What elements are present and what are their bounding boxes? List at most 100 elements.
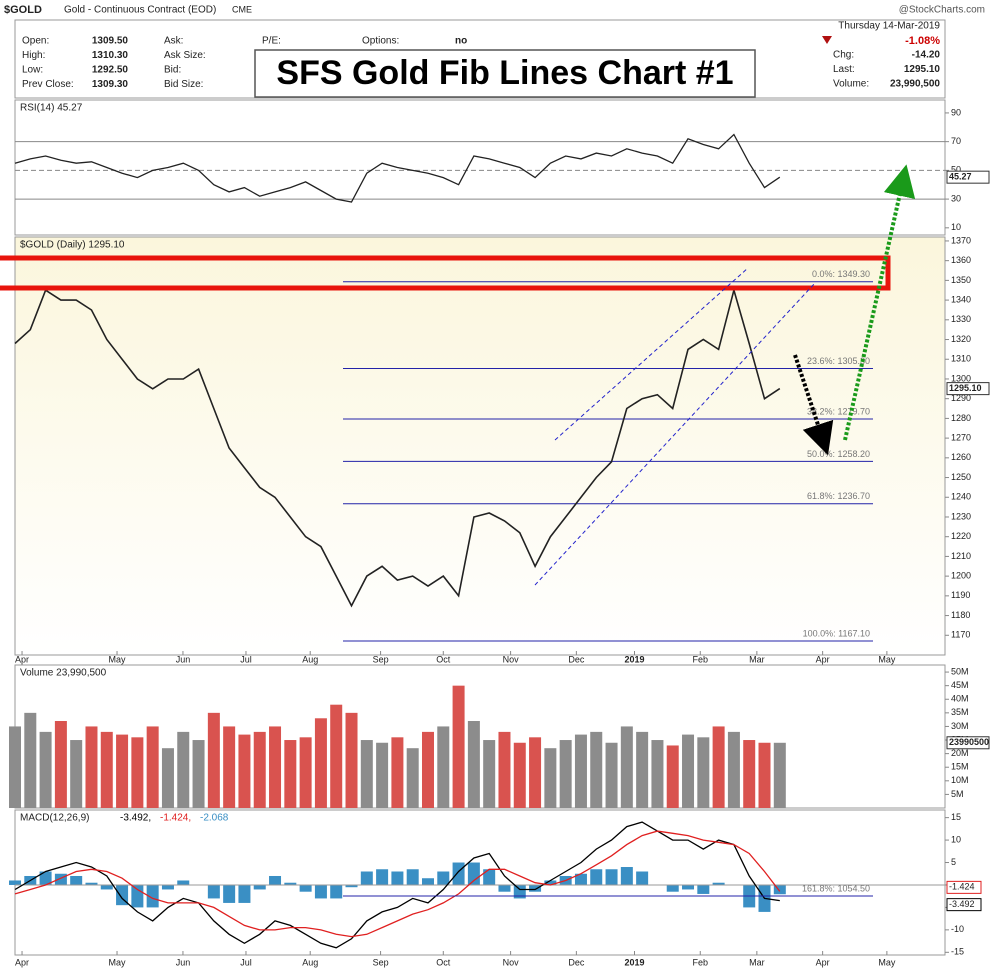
legend-value: -2.068 <box>200 813 229 824</box>
price-tag: 1295.10 <box>949 383 982 393</box>
quote-value: 1309.50 <box>92 36 129 47</box>
panel-title: Volume 23,990,500 <box>20 668 107 679</box>
x-tick-label: Oct <box>436 654 451 664</box>
x-tick-label: Mar <box>749 957 765 967</box>
volume-bar <box>467 721 480 808</box>
y-tick-label: 1170 <box>951 630 970 640</box>
y-tick-label: 1300 <box>951 373 971 383</box>
change-pct: -1.08% <box>905 35 940 47</box>
volume-bar <box>161 748 174 808</box>
fib-label: 23.6%: 1305.30 <box>807 356 870 366</box>
volume-bar <box>39 731 52 808</box>
fib-label: 50.0%: 1258.20 <box>807 449 870 459</box>
x-tick-label: Apr <box>15 957 29 967</box>
channel-line <box>534 282 816 586</box>
price-tag: 45.27 <box>949 172 972 182</box>
y-tick-label: 1290 <box>951 393 971 403</box>
y-tick-label: 40M <box>951 694 969 704</box>
x-tick-label: May <box>109 957 127 967</box>
volume-bar <box>727 731 740 808</box>
x-tick-label: 2019 <box>624 654 644 664</box>
volume-bar <box>207 712 220 808</box>
histogram-bar <box>207 884 220 899</box>
histogram-bar <box>590 869 603 885</box>
volume-bar <box>697 737 710 808</box>
book-label: Ask: <box>164 36 183 47</box>
histogram-bar <box>70 875 83 885</box>
y-tick-label: 10M <box>951 775 969 785</box>
y-tick-label: 50M <box>951 666 969 676</box>
x-tick-label: May <box>109 654 127 664</box>
y-tick-label: 1330 <box>951 314 971 324</box>
quote-label: Low: <box>22 65 43 76</box>
macd-tag-box <box>946 880 982 894</box>
x-tick-label: Aug <box>302 654 318 664</box>
volume-bar <box>376 742 389 808</box>
description: Gold - Continuous Contract (EOD) <box>64 5 216 16</box>
x-tick-label: Nov <box>503 957 520 967</box>
y-tick-label: 1230 <box>951 511 971 521</box>
volume-bar <box>100 731 113 808</box>
histogram-bar <box>773 884 786 895</box>
y-tick-label: -10 <box>951 924 964 934</box>
histogram-bar <box>574 873 587 885</box>
histogram-bar <box>299 884 312 892</box>
y-tick-label: 1280 <box>951 413 971 423</box>
series-line <box>14 830 781 938</box>
x-tick-label: Jul <box>240 654 252 664</box>
price-tag-box <box>946 736 990 750</box>
x-tick-label: Oct <box>436 957 451 967</box>
histogram-bar <box>238 884 251 903</box>
volume-bar <box>666 745 679 808</box>
histogram-bar <box>529 884 542 892</box>
volume-bar <box>253 731 266 808</box>
y-tick-label: 20M <box>951 748 969 758</box>
histogram-bar <box>314 884 327 899</box>
legend-value: -3.492, <box>120 813 151 824</box>
symbol: $GOLD <box>4 4 42 16</box>
y-tick-label: 15M <box>951 762 969 772</box>
histogram-bar <box>100 884 113 890</box>
volume-bar <box>146 726 159 808</box>
histogram-bar <box>452 862 465 885</box>
volume-bar <box>498 731 511 808</box>
fib-label: 0.0%: 1349.30 <box>812 269 870 279</box>
histogram-bar <box>483 869 496 885</box>
quote-label: Prev Close: <box>22 79 74 90</box>
volume-bar <box>437 726 450 808</box>
price-tag: 23990500 <box>949 737 989 747</box>
histogram-bar <box>177 880 190 885</box>
volume-bar <box>682 734 695 808</box>
title-box <box>254 49 756 98</box>
y-tick-label: 70 <box>951 136 961 146</box>
x-tick-label: Jul <box>240 957 252 967</box>
up-arrow <box>843 164 916 441</box>
x-tick-label: Sep <box>373 654 389 664</box>
histogram-bar <box>9 880 21 885</box>
histogram-bar <box>421 878 434 885</box>
y-tick-label: 1220 <box>951 531 971 541</box>
volume-bar <box>574 734 587 808</box>
histogram-bar <box>253 884 266 890</box>
x-tick-label: Nov <box>503 654 520 664</box>
volume-bar <box>54 721 67 808</box>
x-tick-label: Jun <box>176 654 191 664</box>
y-tick-label: 5 <box>951 857 956 867</box>
volume-bar <box>758 742 771 808</box>
y-tick-label: 1370 <box>951 235 971 245</box>
x-tick-label: Apr <box>816 654 830 664</box>
down-triangle <box>822 36 832 44</box>
volume-bar <box>70 740 83 808</box>
y-tick-label: 1320 <box>951 334 971 344</box>
quote-box: Open: 1309.50 High: 1310.30 Low: 1292.50 Prev … <box>22 21 940 91</box>
volume-bar <box>406 748 419 808</box>
panel-title: MACD(12,26,9) <box>20 813 89 824</box>
volume-bar <box>116 734 129 808</box>
annotation-title: SFS Gold Fib Lines Chart #1 <box>276 54 733 92</box>
quote-value: 1310.30 <box>92 50 129 61</box>
volume-bar <box>651 740 664 808</box>
volume-bar <box>9 726 21 808</box>
summary-value: 1295.10 <box>904 64 941 75</box>
histogram-bar <box>605 869 618 885</box>
